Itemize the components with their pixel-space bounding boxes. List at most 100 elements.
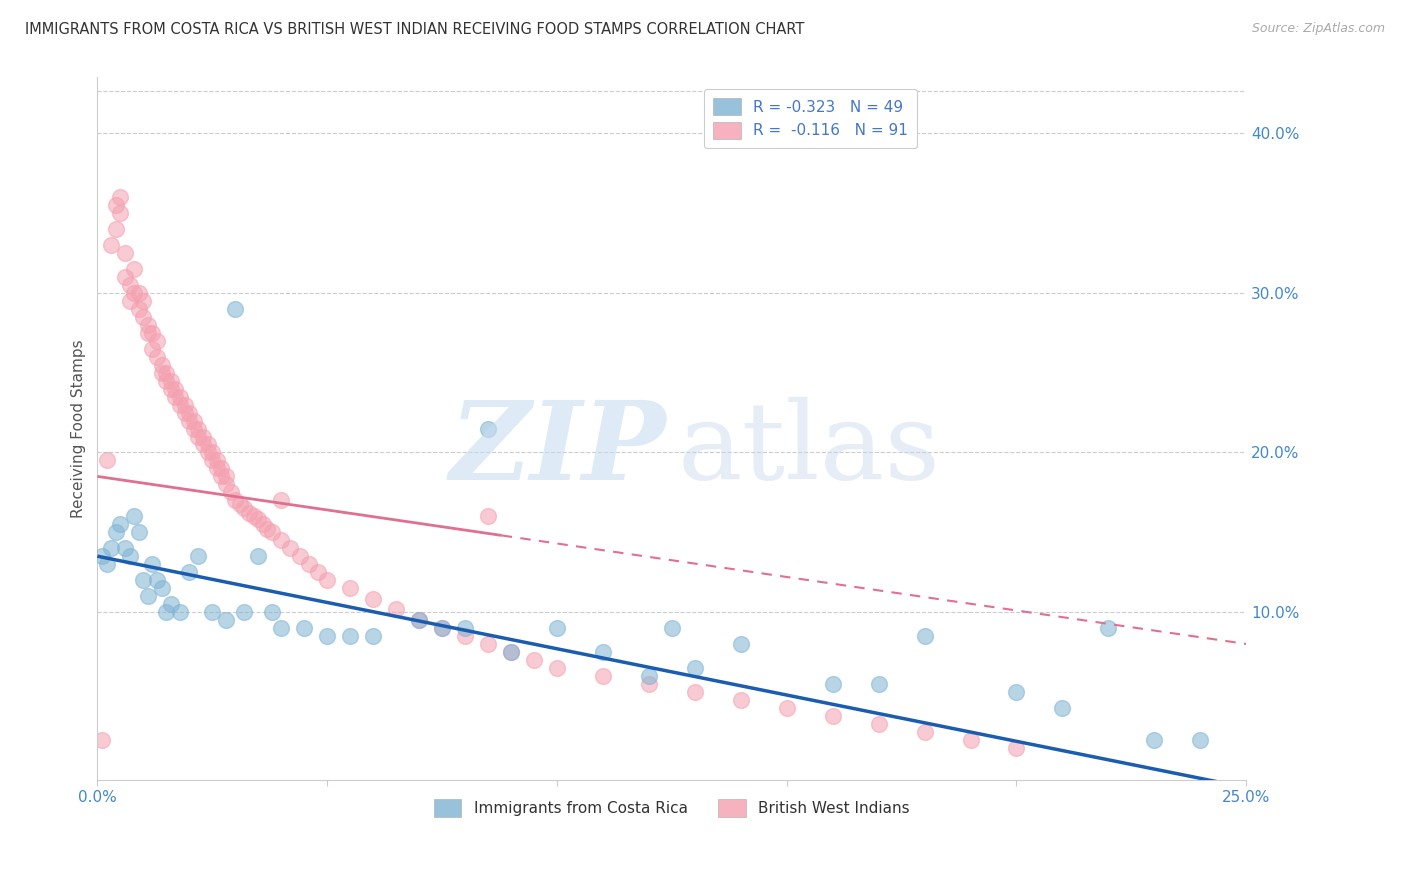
Point (173, 406, 195, 420)
Point (187, 421, 209, 435)
Point (477, 509, 499, 524)
Point (730, 693, 752, 707)
Point (546, 661, 568, 675)
Text: Source: ZipAtlas.com: Source: ZipAtlas.com (1251, 22, 1385, 36)
Point (136, 589, 159, 603)
Text: atlas: atlas (678, 397, 941, 502)
Point (233, 501, 256, 516)
Point (141, 557, 163, 571)
Point (233, 605, 256, 619)
Point (179, 406, 201, 420)
Point (215, 613, 238, 627)
Point (242, 509, 264, 524)
Point (292, 621, 315, 635)
Point (430, 621, 453, 635)
Point (201, 605, 224, 619)
Point (165, 382, 187, 396)
Point (256, 522, 278, 536)
Point (100, 238, 122, 252)
Point (169, 390, 191, 404)
Point (385, 602, 408, 616)
Point (183, 421, 205, 435)
Point (408, 613, 430, 627)
Point (205, 461, 228, 475)
Point (128, 525, 150, 540)
Point (141, 342, 163, 356)
Point (868, 677, 890, 691)
Point (187, 549, 209, 564)
Point (270, 621, 292, 635)
Point (454, 621, 477, 635)
Point (91, 732, 114, 747)
Point (914, 724, 936, 739)
Point (247, 549, 270, 564)
Point (238, 506, 260, 520)
Point (209, 469, 232, 483)
Point (592, 645, 614, 659)
Point (1189, 732, 1212, 747)
Point (197, 445, 219, 459)
Point (247, 512, 270, 526)
Point (1005, 685, 1028, 699)
Point (205, 453, 228, 467)
Point (270, 533, 292, 548)
Point (361, 592, 384, 607)
Point (155, 366, 177, 380)
Point (288, 549, 311, 564)
Point (661, 621, 683, 635)
Point (183, 413, 205, 427)
Point (160, 374, 183, 388)
Point (122, 285, 145, 300)
Point (499, 645, 522, 659)
Point (146, 334, 169, 348)
Point (132, 310, 155, 324)
Point (146, 350, 169, 364)
Point (191, 429, 214, 443)
Point (136, 318, 159, 332)
Point (201, 445, 224, 459)
Point (219, 485, 242, 500)
Point (215, 469, 238, 483)
Point (141, 326, 163, 340)
Point (132, 293, 155, 308)
Point (201, 453, 224, 467)
Point (122, 262, 145, 277)
Point (191, 437, 214, 451)
Point (730, 637, 752, 651)
Point (91, 549, 114, 564)
Point (270, 493, 292, 508)
Point (477, 421, 499, 435)
Point (150, 366, 173, 380)
Point (179, 565, 201, 579)
Point (187, 429, 209, 443)
Point (408, 613, 430, 627)
Point (155, 605, 177, 619)
Point (96, 453, 118, 467)
Point (298, 557, 321, 571)
Point (523, 653, 546, 667)
Point (128, 285, 150, 300)
Point (114, 269, 136, 284)
Text: IMMIGRANTS FROM COSTA RICA VS BRITISH WEST INDIAN RECEIVING FOOD STAMPS CORRELAT: IMMIGRANTS FROM COSTA RICA VS BRITISH WE… (25, 22, 804, 37)
Point (104, 198, 127, 212)
Point (914, 629, 936, 643)
Point (114, 246, 136, 260)
Point (173, 398, 195, 412)
Point (430, 621, 453, 635)
Point (179, 413, 201, 427)
Point (165, 390, 187, 404)
Point (868, 716, 890, 731)
Point (637, 677, 659, 691)
Point (104, 222, 127, 236)
Point (155, 374, 177, 388)
Point (316, 629, 339, 643)
Point (361, 629, 384, 643)
Point (110, 206, 132, 220)
Point (146, 573, 169, 587)
Point (316, 573, 339, 587)
Point (118, 549, 141, 564)
Point (477, 637, 499, 651)
Point (776, 700, 799, 714)
Point (229, 496, 252, 510)
Point (197, 437, 219, 451)
